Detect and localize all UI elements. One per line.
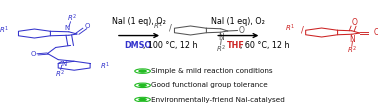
Text: O: O	[85, 23, 90, 29]
Circle shape	[139, 99, 146, 101]
Circle shape	[139, 70, 146, 72]
Text: O: O	[352, 18, 358, 27]
Text: NaI (1 eq), O₂: NaI (1 eq), O₂	[211, 17, 265, 26]
Text: $R^1$: $R^1$	[100, 61, 110, 72]
Text: $R^1$: $R^1$	[0, 25, 9, 36]
Text: N: N	[61, 61, 66, 67]
Text: DMSO: DMSO	[124, 41, 151, 50]
Text: $R^2$: $R^2$	[216, 43, 226, 55]
Text: $R^1$: $R^1$	[153, 21, 163, 32]
Text: O: O	[239, 26, 245, 35]
Text: N: N	[350, 35, 355, 44]
Text: Environmentally-friend NaI-catalysed: Environmentally-friend NaI-catalysed	[151, 97, 285, 103]
Text: $R^2$: $R^2$	[347, 45, 358, 56]
Text: Simple & mild reaction conditions: Simple & mild reaction conditions	[151, 68, 273, 74]
Text: O: O	[31, 51, 36, 57]
Text: $R^1$: $R^1$	[285, 23, 295, 34]
Text: /: /	[301, 25, 304, 35]
Text: , 60 °C, 12 h: , 60 °C, 12 h	[240, 41, 290, 50]
Text: N: N	[64, 25, 70, 31]
Text: , 100 °C, 12 h: , 100 °C, 12 h	[143, 41, 197, 50]
Text: THF: THF	[226, 41, 244, 50]
Text: NaI (1 eq), O₂: NaI (1 eq), O₂	[112, 17, 166, 26]
Text: $R^2$: $R^2$	[55, 68, 65, 80]
Text: /: /	[169, 23, 172, 32]
Text: Good functional group tolerance: Good functional group tolerance	[151, 82, 268, 88]
Text: $R^2$: $R^2$	[67, 13, 77, 24]
Text: N: N	[218, 33, 224, 42]
Text: O: O	[373, 28, 378, 37]
Circle shape	[139, 84, 146, 86]
